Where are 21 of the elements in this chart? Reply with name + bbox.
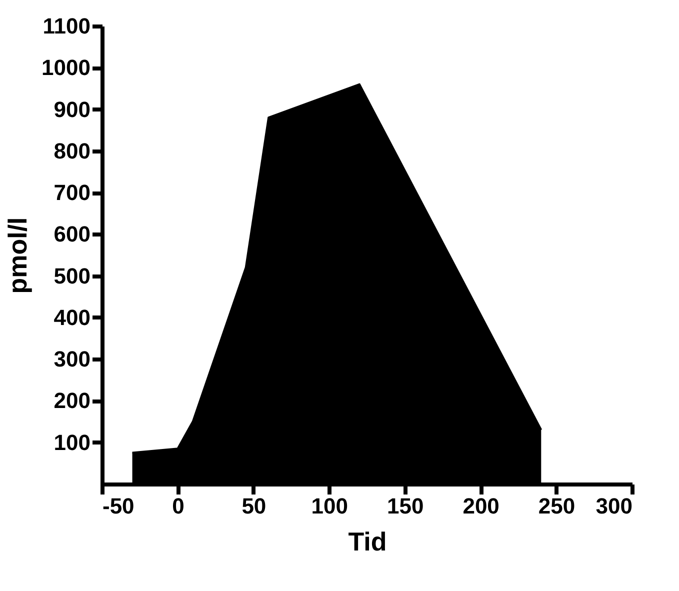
y-tick-label: 600 [54, 222, 90, 247]
y-tick-label: 700 [54, 180, 90, 206]
y-tick-label: 800 [54, 138, 90, 164]
y-tick-label: 900 [54, 96, 90, 122]
x-tick-label: 150 [387, 494, 424, 518]
y-tick-label: 1100 [42, 14, 90, 38]
y-tick-label: 500 [54, 263, 90, 288]
y-tick-label: 300 [54, 346, 90, 372]
x-tick-label: 250 [538, 494, 576, 518]
y-tick-label: 400 [54, 304, 90, 330]
x-axis-title: Tid [348, 526, 387, 556]
x-tick-label: 200 [462, 494, 500, 518]
x-tick-label: 300 [596, 494, 632, 518]
y-tick-label: 100 [54, 430, 90, 455]
y-tick-label: 1000 [42, 55, 90, 80]
x-tick-label: 100 [311, 494, 348, 518]
y-axis-title: pmol/l [2, 217, 33, 294]
x-tick-label: -50 [102, 494, 134, 518]
y-tick-label: 200 [54, 388, 90, 414]
x-tick-label: 0 [172, 494, 184, 518]
x-tick-label: 50 [242, 494, 266, 518]
